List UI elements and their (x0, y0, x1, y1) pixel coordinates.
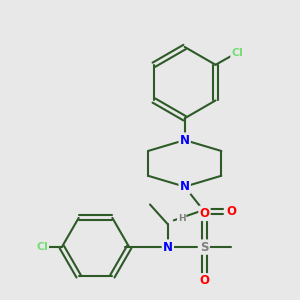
Text: H: H (178, 214, 185, 223)
Text: Cl: Cl (231, 48, 243, 58)
Text: O: O (200, 207, 209, 220)
Text: S: S (200, 241, 209, 254)
Text: N: N (163, 241, 173, 254)
Text: O: O (200, 274, 209, 287)
Text: O: O (226, 205, 236, 218)
Text: N: N (180, 180, 190, 193)
Text: Cl: Cl (36, 242, 48, 252)
Text: N: N (180, 134, 190, 147)
